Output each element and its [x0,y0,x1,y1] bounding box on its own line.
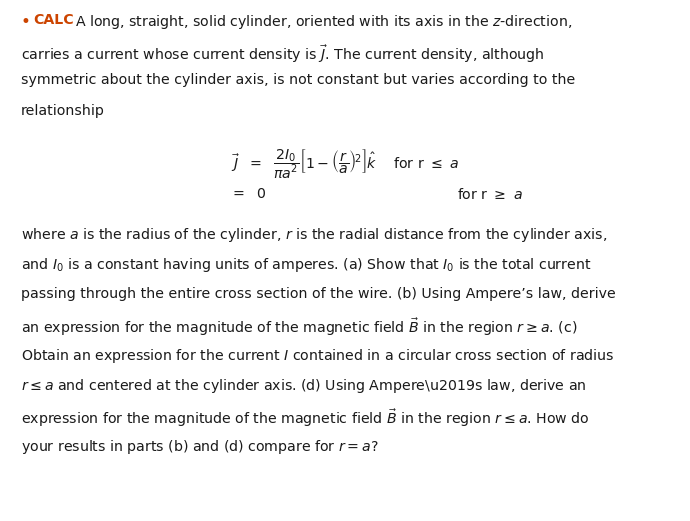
Text: passing through the entire cross section of the wire. (b) Using Ampere’s law, de: passing through the entire cross section… [21,287,615,301]
Text: $r \leq a$ and centered at the cylinder axis. (d) Using Ampere\u2019s law, deriv: $r \leq a$ and centered at the cylinder … [21,377,586,395]
Text: and $I_0$ is a constant having units of amperes. (a) Show that $I_0$ is the tota: and $I_0$ is a constant having units of … [21,256,591,275]
Text: where $a$ is the radius of the cylinder, $r$ is the radial distance from the cyl: where $a$ is the radius of the cylinder,… [21,226,607,244]
Text: Obtain an expression for the current $I$ contained in a circular cross section o: Obtain an expression for the current $I$… [21,347,614,365]
Text: $\vec{J}\ \ =\ \ \dfrac{2I_0}{\pi a^2}\left[1-\left(\dfrac{r}{a}\right)^{\!2}\ri: $\vec{J}\ \ =\ \ \dfrac{2I_0}{\pi a^2}\l… [231,148,459,181]
Text: an expression for the magnitude of the magnetic field $\vec{B}$ in the region $r: an expression for the magnitude of the m… [21,317,577,339]
Text: carries a current whose current density is $\vec{J}$. The current density, altho: carries a current whose current density … [21,43,544,65]
Text: CALC: CALC [33,13,74,27]
Text: A long, straight, solid cylinder, oriented with its axis in the $z$-direction,: A long, straight, solid cylinder, orient… [75,13,572,31]
Text: your results in parts (b) and (d) compare for $r = a$?: your results in parts (b) and (d) compar… [21,438,378,456]
Text: symmetric about the cylinder axis, is not constant but varies according to the: symmetric about the cylinder axis, is no… [21,73,575,88]
Text: expression for the magnitude of the magnetic field $\vec{B}$ in the region $r \l: expression for the magnitude of the magn… [21,407,589,429]
Text: •: • [21,13,30,31]
Text: $=\ \ 0$: $=\ \ 0$ [230,187,266,201]
Text: for r $\geq$ $a$: for r $\geq$ $a$ [457,187,523,202]
Text: relationship: relationship [21,104,105,118]
